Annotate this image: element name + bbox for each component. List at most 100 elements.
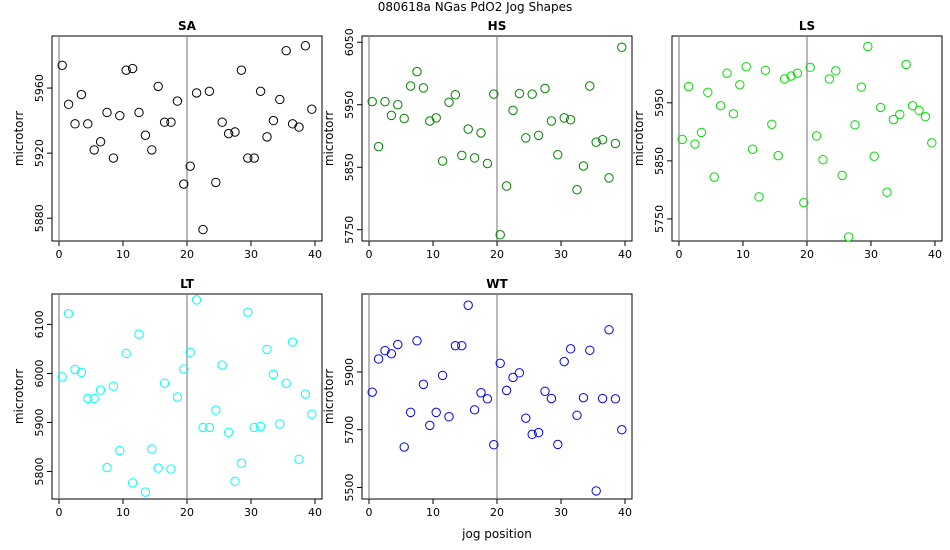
data-point xyxy=(172,392,183,402)
x-tick-label: 40 xyxy=(308,506,322,519)
data-point xyxy=(850,120,860,130)
data-point xyxy=(393,100,403,110)
data-point xyxy=(585,81,595,91)
data-point xyxy=(914,105,924,116)
data-point xyxy=(230,127,240,137)
data-point xyxy=(166,464,176,474)
x-tick-label: 20 xyxy=(800,248,814,261)
data-point xyxy=(294,122,304,132)
x-tick-label: 40 xyxy=(928,248,942,261)
panel-ls: LS 0 10 20 30 40 5750 5850 5950 microtorr xyxy=(632,19,943,261)
data-point xyxy=(255,86,266,97)
x-axis-label: jog position xyxy=(461,527,532,541)
data-point xyxy=(818,154,828,165)
data-point xyxy=(268,369,279,380)
data-point xyxy=(495,230,505,240)
data-point xyxy=(799,197,809,208)
data-point xyxy=(533,130,544,141)
data-point xyxy=(514,368,525,378)
y-axis-label: microtorr xyxy=(12,111,26,166)
data-point xyxy=(425,116,435,126)
y-tick-label: 6050 xyxy=(343,28,356,56)
data-point xyxy=(153,463,163,473)
data-point xyxy=(856,82,867,92)
data-point xyxy=(399,113,409,124)
data-point xyxy=(722,68,732,78)
x-tick-label: 20 xyxy=(180,248,194,261)
data-point xyxy=(386,349,397,359)
data-point xyxy=(300,389,311,399)
data-point xyxy=(837,170,847,181)
y-tick-label: 5880 xyxy=(33,204,46,232)
x-tick-label: 10 xyxy=(116,506,130,519)
data-point xyxy=(412,336,422,346)
data-point xyxy=(683,81,694,92)
data-point xyxy=(134,107,144,118)
data-point xyxy=(540,386,550,397)
data-point xyxy=(204,422,215,433)
data-point xyxy=(610,138,621,149)
data-point xyxy=(147,145,157,155)
data-point xyxy=(172,96,183,106)
data-point xyxy=(281,45,291,56)
x-tick-label: 30 xyxy=(864,248,878,261)
data-point xyxy=(565,115,576,125)
data-point xyxy=(57,372,67,382)
data-point xyxy=(572,185,582,195)
data-point xyxy=(882,187,892,197)
data-point xyxy=(546,116,557,126)
data-point xyxy=(134,329,144,339)
data-point xyxy=(425,420,435,431)
data-point xyxy=(495,358,505,368)
data-point xyxy=(373,141,384,152)
panel-wt: WT 0 10 20 30 40 5500 5700 5900 microtorr xyxy=(322,277,633,519)
data-point xyxy=(191,88,202,98)
data-point xyxy=(185,161,195,171)
y-axis-label: microtorr xyxy=(322,369,336,424)
data-point xyxy=(754,192,764,202)
data-point xyxy=(367,387,377,397)
data-point xyxy=(89,393,99,404)
data-point xyxy=(559,356,569,367)
x-tick-label: 40 xyxy=(618,506,632,519)
data-point xyxy=(444,97,454,107)
data-point xyxy=(696,127,707,138)
data-point xyxy=(728,109,739,119)
data-point xyxy=(127,63,138,74)
data-point xyxy=(907,100,918,111)
figure-title: 080618a NGas PdO2 Jog Shapes xyxy=(378,0,573,14)
data-point xyxy=(863,41,873,52)
data-point xyxy=(121,348,131,359)
data-point xyxy=(463,300,473,310)
data-point xyxy=(159,117,170,127)
data-point xyxy=(617,425,627,435)
data-point xyxy=(76,89,87,100)
data-point xyxy=(559,113,569,123)
data-point xyxy=(527,89,537,99)
panel-title: SA xyxy=(178,19,197,33)
data-point xyxy=(735,80,745,90)
x-tick-label: 40 xyxy=(308,248,322,261)
panel-title: LS xyxy=(799,19,815,33)
y-axis-label: microtorr xyxy=(322,111,336,166)
data-point xyxy=(457,340,467,351)
x-tick-label: 0 xyxy=(56,248,63,261)
x-tick-label: 0 xyxy=(56,506,63,519)
data-point xyxy=(153,81,163,92)
x-tick-label: 10 xyxy=(116,248,130,261)
data-point xyxy=(469,405,480,415)
data-point xyxy=(83,119,93,129)
data-point xyxy=(546,393,557,404)
data-point xyxy=(805,62,815,73)
data-point xyxy=(95,137,106,147)
data-point xyxy=(895,109,905,120)
data-point xyxy=(888,114,899,125)
panel-hs: HS 0 10 20 30 40 5750 5850 5950 6050 microtorr xyxy=(322,19,633,261)
data-point xyxy=(166,117,176,127)
data-point xyxy=(843,232,854,242)
data-point xyxy=(236,458,247,468)
panel-title: HS xyxy=(488,19,507,33)
data-point xyxy=(243,153,253,163)
x-tick-label: 30 xyxy=(554,248,568,261)
data-point xyxy=(431,113,441,123)
